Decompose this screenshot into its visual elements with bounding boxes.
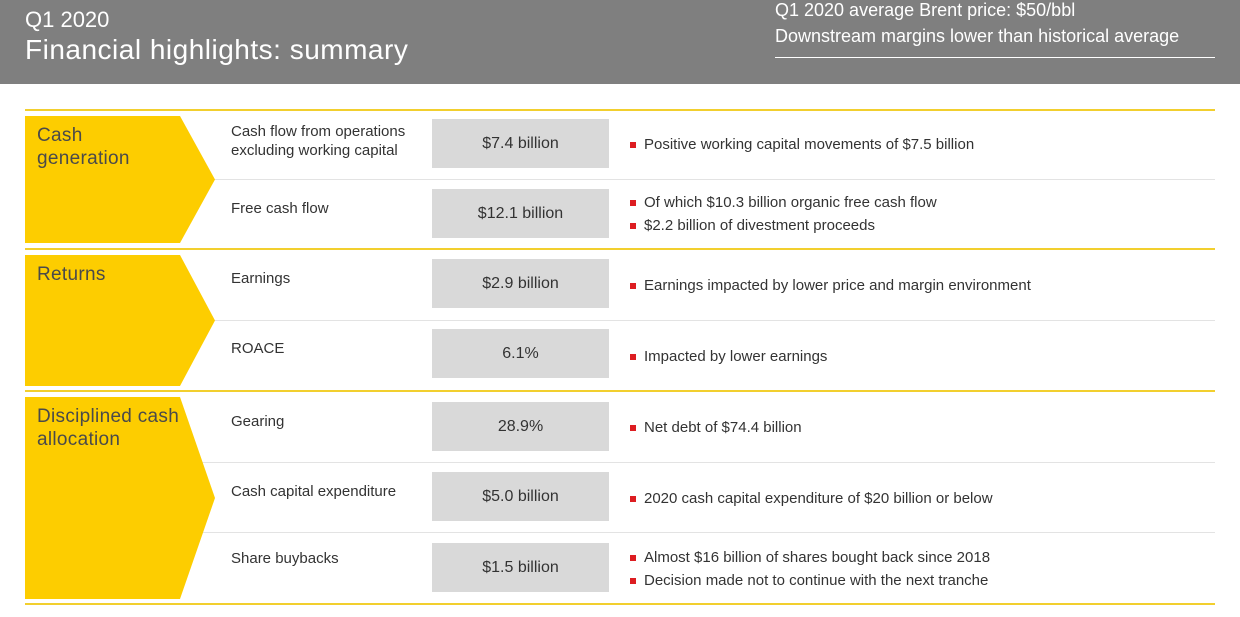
- metric-label: ROACE: [231, 340, 285, 357]
- notes-list: Net debt of $74.4 billion: [630, 416, 1210, 439]
- section-divider: [25, 603, 1215, 605]
- chevron-shape: [25, 255, 215, 386]
- note-item: Net debt of $74.4 billion: [630, 416, 1210, 439]
- metric-label: Cash flow from operations excluding work…: [231, 123, 406, 159]
- value-box: $1.5 billion: [432, 543, 609, 592]
- metric-label: Cash capital expenditure: [231, 483, 397, 500]
- value-box: $5.0 billion: [432, 472, 609, 521]
- note-item: Earnings impacted by lower price and mar…: [630, 274, 1210, 297]
- notes-list: Positive working capital movements of $7…: [630, 133, 1210, 156]
- row-divider: [25, 532, 1215, 533]
- section-cash-generation: Cash generation: [25, 116, 215, 243]
- metric-label: Share buybacks: [231, 550, 339, 567]
- value-box: $7.4 billion: [432, 119, 609, 168]
- note-item: Of which $10.3 billion organic free cash…: [630, 191, 1210, 214]
- section-divider: [25, 109, 1215, 111]
- metric-label: Gearing: [231, 413, 285, 430]
- metric-label: Earnings: [231, 270, 291, 287]
- section-label: Returns: [37, 264, 106, 285]
- note-item: Almost $16 billion of shares bought back…: [630, 546, 1210, 569]
- header-subtitle: Q1 2020: [25, 7, 110, 32]
- section-divider: [25, 390, 1215, 392]
- note-item: Positive working capital movements of $7…: [630, 133, 1210, 156]
- value-box: 28.9%: [432, 402, 609, 451]
- row-divider: [25, 179, 1215, 180]
- note-item: Impacted by lower earnings: [630, 345, 1210, 368]
- notes-list: 2020 cash capital expenditure of $20 bil…: [630, 487, 1210, 510]
- notes-list: Earnings impacted by lower price and mar…: [630, 274, 1210, 297]
- note-item: 2020 cash capital expenditure of $20 bil…: [630, 487, 1210, 510]
- chevron-shape: [25, 116, 215, 243]
- value-box: $12.1 billion: [432, 189, 609, 238]
- slide-header: Q1 2020 Financial highlights: summary Q1…: [0, 0, 1240, 84]
- row-divider: [25, 320, 1215, 321]
- section-disciplined-cash-allocation: Disciplined cash allocation: [25, 397, 215, 599]
- page-title: Financial highlights: summary: [25, 34, 409, 65]
- value-box: 6.1%: [432, 329, 609, 378]
- notes-list: Of which $10.3 billion organic free cash…: [630, 191, 1210, 237]
- header-brent-price: Q1 2020 average Brent price: $50/bbl: [775, 0, 1076, 20]
- note-item: Decision made not to continue with the n…: [630, 569, 1210, 592]
- notes-list: Impacted by lower earnings: [630, 345, 1210, 368]
- value-box: $2.9 billion: [432, 259, 609, 308]
- header-divider: [775, 57, 1215, 58]
- header-downstream-margins: Downstream margins lower than historical…: [775, 26, 1180, 46]
- section-divider: [25, 248, 1215, 250]
- section-returns: Returns: [25, 255, 215, 386]
- notes-list: Almost $16 billion of shares bought back…: [630, 546, 1210, 592]
- metric-label: Free cash flow: [231, 200, 329, 217]
- note-item: $2.2 billion of divestment proceeds: [630, 214, 1210, 237]
- section-label: Cash generation: [37, 125, 130, 169]
- chevron-shape: [25, 397, 215, 599]
- section-label: Disciplined cash allocation: [37, 406, 180, 450]
- row-divider: [25, 462, 1215, 463]
